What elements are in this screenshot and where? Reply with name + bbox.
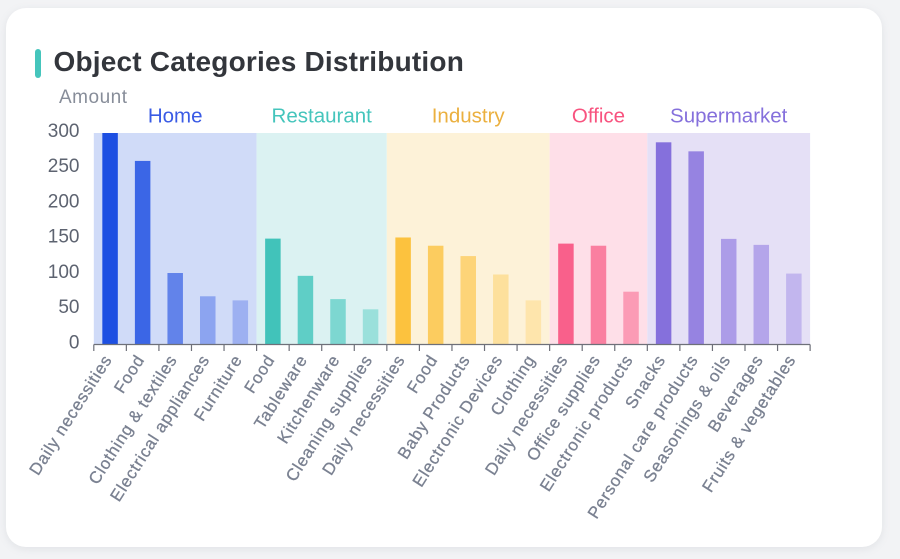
svg-text:250: 250 [48, 156, 80, 177]
svg-text:300: 300 [48, 121, 80, 142]
svg-text:150: 150 [48, 227, 80, 248]
svg-text:Industry: Industry [432, 105, 506, 128]
svg-text:Home: Home [148, 105, 203, 128]
svg-text:200: 200 [48, 191, 80, 212]
svg-text:0: 0 [69, 332, 80, 353]
svg-text:Supermarket: Supermarket [670, 105, 788, 128]
svg-text:100: 100 [48, 262, 80, 283]
svg-text:Office: Office [572, 105, 625, 128]
svg-text:Restaurant: Restaurant [272, 105, 373, 128]
svg-text:50: 50 [58, 297, 79, 318]
